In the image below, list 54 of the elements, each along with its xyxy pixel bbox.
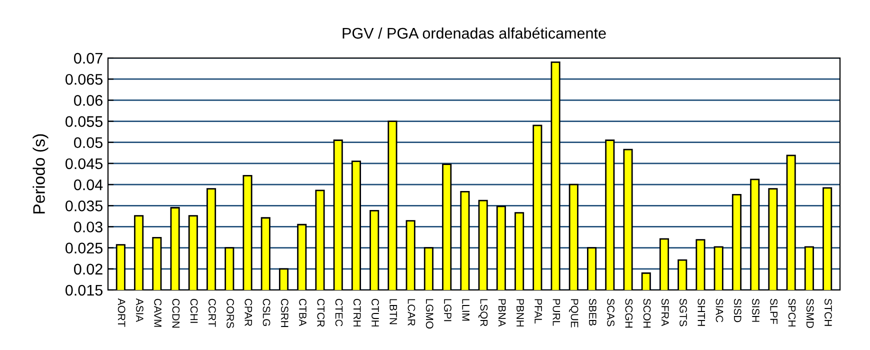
x-tick-label: SHTH [698, 298, 706, 326]
x-tick-label: SBEB [588, 298, 596, 326]
x-tick-label: AORT [118, 298, 126, 327]
y-tick-label: 0.055 [66, 116, 102, 127]
x-tick-label: SCGH [625, 298, 633, 328]
x-tick-label: LBTN [390, 299, 397, 324]
y-tick-label: 0.065 [66, 74, 102, 85]
x-tick-label: PQUE [568, 299, 578, 328]
x-tick-label: CCRT [208, 298, 216, 327]
x-tick-label: CCHI [190, 298, 198, 323]
y-axis-title: Periodo (s) [32, 134, 48, 214]
x-tick-label: LLIM [462, 299, 470, 321]
x-tick-label: SLPF [770, 298, 778, 324]
x-tick-label: CTRH [353, 298, 361, 326]
x-tick-label: CTEC [335, 298, 343, 326]
x-tick-label: SPCH [788, 298, 796, 326]
x-tick-label: SCAS [607, 298, 614, 326]
y-tick-label: 0.015 [66, 284, 102, 296]
x-tick-label: LGPI [444, 299, 452, 322]
y-tick-label: 0.05 [74, 137, 102, 148]
x-tick-label: CCDN [172, 298, 180, 328]
x-tick-label: SSMD [806, 298, 814, 328]
y-tick-label: 0.035 [66, 200, 102, 212]
y-tick-label: 0.045 [66, 158, 102, 170]
x-tick-label: ASIA [136, 298, 144, 322]
x-tick-label: SISH [752, 298, 760, 322]
x-tick-label: SFRA [661, 298, 669, 326]
x-tick-label: CSRH [280, 298, 288, 327]
x-tick-label: CAVM [154, 298, 162, 327]
x-tick-label: PBNA [498, 299, 506, 327]
y-tick-label: 0.07 [74, 52, 102, 64]
chart-title: PGV / PGA ordenadas alfabéticamente [342, 27, 606, 39]
x-tick-label: CPAR [244, 298, 252, 326]
x-tick-label: CORS [226, 298, 234, 328]
y-tick-label: 0.06 [74, 95, 102, 106]
y-tick-label: 0.03 [74, 222, 102, 232]
y-tick-label: 0.02 [74, 264, 102, 275]
x-tick-label: STCH [824, 298, 832, 326]
x-tick-label: CTBA [299, 298, 306, 326]
y-tick-label: 0.025 [66, 242, 102, 254]
x-tick-label: LSQR [478, 299, 488, 326]
x-tick-label: PURL [552, 299, 560, 326]
x-tick-label: PBNH [516, 299, 524, 326]
x-tick-label: PFAL [534, 299, 542, 324]
x-tick-label: SISD [734, 298, 742, 322]
x-tick-label: SGTS [680, 298, 687, 326]
x-tick-label: CTUH [372, 298, 379, 326]
x-tick-label: SCOH [643, 298, 651, 328]
x-tick-label: CSLG [262, 298, 270, 326]
x-tick-label: SIAC [716, 298, 724, 322]
y-tick-label: 0.04 [74, 179, 103, 190]
x-tick-label: CTCR [317, 298, 325, 327]
x-tick-label: LCAR [408, 299, 416, 326]
x-tick-label: LGMO [426, 299, 434, 329]
